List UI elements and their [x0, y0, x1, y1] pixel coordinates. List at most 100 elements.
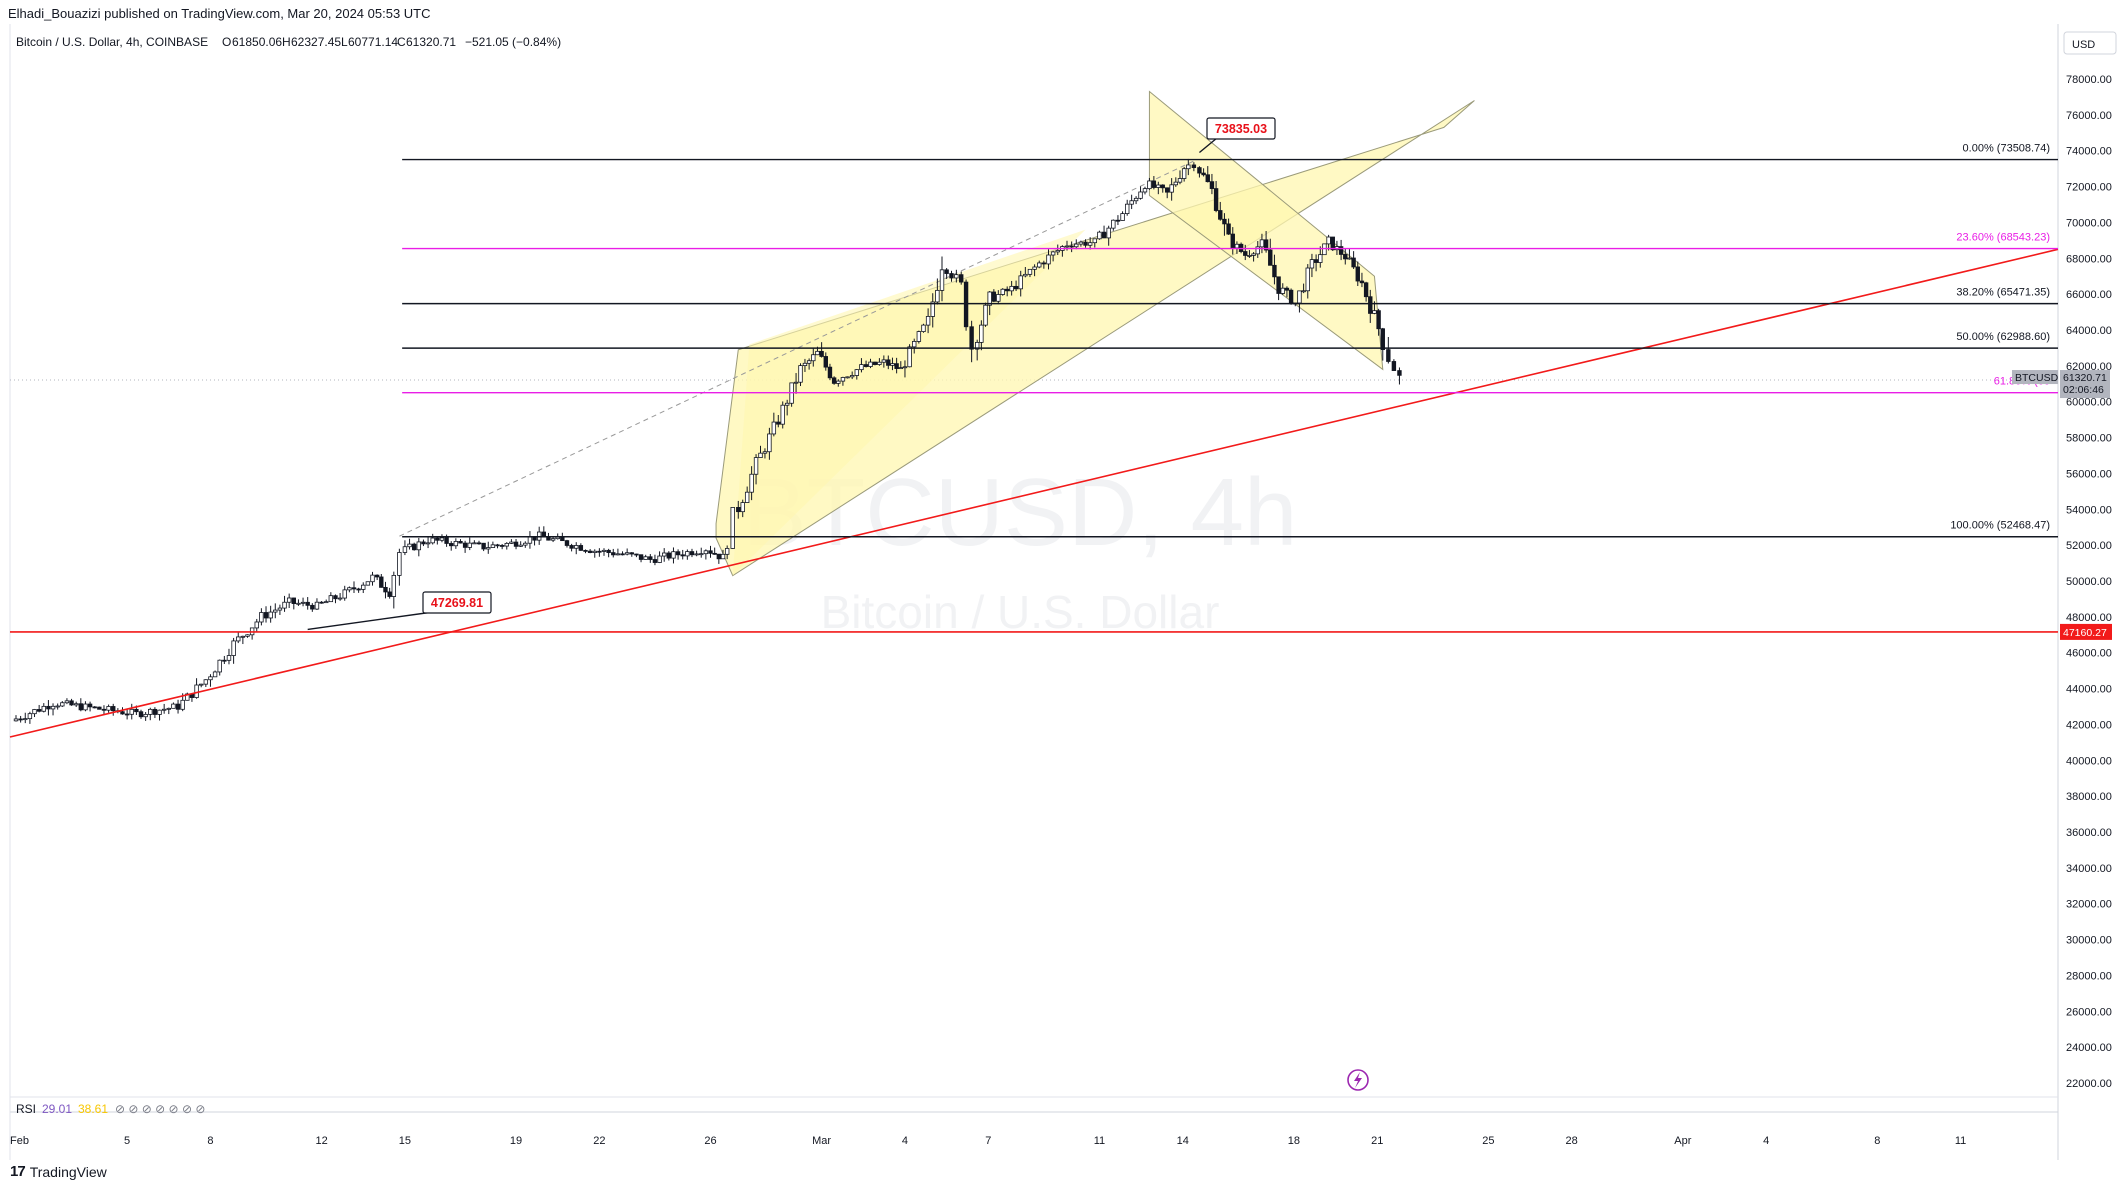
candle-body	[462, 542, 468, 548]
candle-body	[92, 706, 97, 709]
candle-body	[198, 683, 204, 686]
candle-body	[36, 709, 42, 712]
candle-body	[712, 552, 717, 555]
fib-level-label: 38.20% (65471.35)	[1956, 287, 2050, 299]
candle-body	[1318, 254, 1323, 263]
candle-body	[1309, 259, 1315, 269]
candle-body	[916, 331, 922, 342]
candle-body	[827, 366, 833, 379]
candle-body	[831, 377, 837, 384]
candle-body	[134, 708, 139, 713]
candle-body	[996, 294, 1001, 302]
candle-body	[32, 709, 37, 715]
candle-body	[1050, 251, 1056, 256]
y-tick-label: 46000.00	[2066, 648, 2112, 660]
candle-body	[212, 671, 218, 678]
candle-body	[1276, 276, 1281, 294]
support-price-text: 47160.27	[2063, 627, 2107, 639]
candle-body	[87, 703, 93, 708]
x-tick-label: 18	[1288, 1135, 1300, 1147]
candle-body	[222, 659, 227, 662]
candle-body	[495, 544, 500, 547]
candle-body	[476, 542, 482, 545]
currency-box[interactable]: USD	[2063, 31, 2117, 55]
candle-body	[890, 363, 895, 366]
lightning-icon[interactable]	[1347, 1069, 1369, 1091]
candle-body	[23, 718, 28, 721]
rsi-legend[interactable]: RSI 29.01 38.61 ⊘ ⊘ ⊘ ⊘ ⊘ ⊘ ⊘	[16, 1102, 205, 1116]
y-tick-label: 34000.00	[2066, 863, 2112, 875]
candle-body	[504, 542, 509, 547]
x-tick-label: 25	[1482, 1135, 1494, 1147]
candle-body	[819, 350, 824, 357]
candle-body	[1272, 264, 1277, 278]
candle-body	[458, 541, 463, 544]
y-tick-label: 52000.00	[2066, 540, 2112, 552]
y-tick-label: 76000.00	[2066, 110, 2112, 122]
candle-body	[969, 326, 974, 350]
candle-body	[1133, 197, 1139, 202]
candle-body	[347, 587, 352, 591]
candle-body	[1018, 275, 1023, 290]
candle-body	[740, 502, 745, 513]
candle-body	[383, 586, 388, 593]
candle-body	[1288, 289, 1294, 304]
symbol-description: Bitcoin / U.S. Dollar, 4h, COINBASE	[16, 35, 208, 49]
candle-body	[282, 601, 287, 609]
candle-body	[652, 559, 658, 563]
candle-body	[1177, 178, 1183, 183]
high-label: H	[282, 35, 291, 49]
candle-body	[902, 366, 908, 369]
candle-body	[1027, 268, 1033, 275]
high-callout-box	[1206, 117, 1276, 140]
candle-body	[314, 601, 320, 610]
publisher-line: Elhadi_Bouazizi published on TradingView…	[8, 6, 431, 21]
x-tick-label: 15	[399, 1135, 411, 1147]
candle-body	[730, 507, 735, 549]
candle-body	[1169, 184, 1174, 193]
candle-body	[1181, 168, 1187, 179]
candle-body	[1111, 219, 1116, 229]
price-chart[interactable]: BTCUSD, 4h Bitcoin / U.S. Dollar 0.00% (…	[0, 0, 2128, 1160]
candle-body	[509, 541, 514, 544]
candle-body	[648, 556, 653, 560]
candle-body	[453, 541, 459, 547]
candle-body	[1280, 287, 1285, 294]
rsi-settings-icons[interactable]: ⊘ ⊘ ⊘ ⊘ ⊘ ⊘ ⊘	[115, 1102, 205, 1116]
candle-body	[175, 703, 181, 710]
tradingview-brand[interactable]: 17 TradingView	[10, 1163, 107, 1180]
close-value: 61320.71	[406, 35, 456, 49]
candle-body	[449, 543, 454, 547]
low-callout-box	[422, 591, 492, 614]
candle-body	[872, 361, 878, 365]
fib-level-label: 50.00% (62988.60)	[1956, 331, 2050, 343]
y-tick-label: 64000.00	[2066, 325, 2112, 337]
candle-body	[1386, 349, 1391, 362]
candle-body	[523, 542, 528, 546]
candle-body	[1115, 219, 1121, 222]
candle-body	[106, 706, 111, 711]
candle-body	[1087, 242, 1093, 246]
candle-body	[1372, 310, 1377, 314]
candle-body	[1351, 257, 1356, 268]
y-tick-label: 72000.00	[2066, 182, 2112, 194]
y-tick-label: 68000.00	[2066, 253, 2112, 265]
y-tick-label: 26000.00	[2066, 1006, 2112, 1018]
candle-body	[532, 536, 537, 541]
candle-body	[771, 421, 777, 435]
candle-body	[624, 552, 630, 555]
candle-body	[583, 549, 588, 552]
candle-body	[273, 609, 278, 613]
candle-body	[784, 402, 790, 406]
x-tick-label: 21	[1371, 1135, 1383, 1147]
candle-body	[708, 550, 713, 554]
low-callout-pointer	[307, 611, 434, 631]
candle-body	[55, 705, 60, 708]
candle-body	[41, 705, 46, 712]
candle-body	[1004, 288, 1010, 292]
candle-body	[1000, 288, 1005, 295]
x-tick-label: 8	[1874, 1135, 1880, 1147]
candle-body	[587, 550, 593, 553]
candle-body	[1359, 280, 1365, 284]
candle-body	[1226, 223, 1231, 235]
